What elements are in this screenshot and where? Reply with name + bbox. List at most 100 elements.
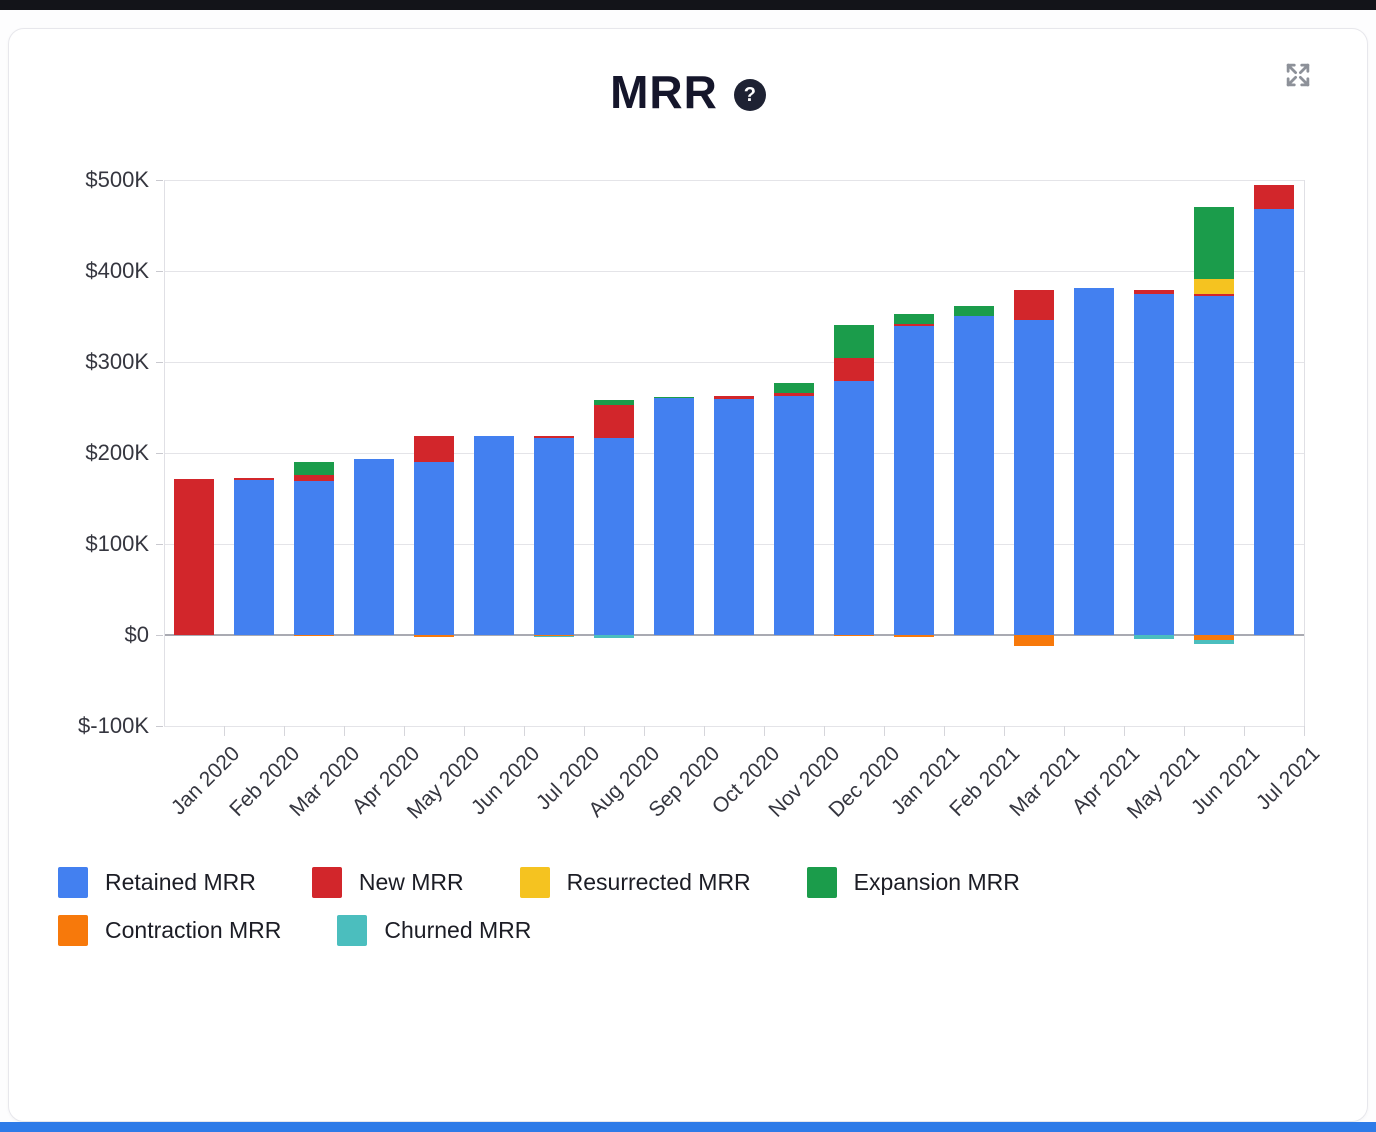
legend-item-new-mrr[interactable]: New MRR [311, 867, 464, 898]
bar-segment[interactable] [834, 324, 874, 359]
bar-segment[interactable] [1014, 320, 1054, 635]
bar-segment[interactable] [294, 481, 334, 635]
bar-segment[interactable] [1014, 635, 1054, 646]
bar-segment[interactable] [234, 480, 274, 635]
bar-segment[interactable] [294, 635, 334, 636]
legend-label: Resurrected MRR [566, 869, 751, 895]
gridline [164, 362, 1304, 363]
bar-segment[interactable] [534, 438, 574, 635]
bar-segment[interactable] [594, 437, 634, 635]
y-axis-line [164, 180, 165, 726]
bar-segment[interactable] [774, 395, 814, 635]
zero-baseline [164, 634, 1304, 636]
y-axis-tick-label: $400K [85, 258, 149, 283]
bar-segment[interactable] [534, 635, 574, 636]
bar-segment[interactable] [1194, 296, 1234, 635]
gridline [164, 271, 1304, 272]
x-axis-tick-mark [284, 726, 285, 736]
y-axis-tick-label: $100K [85, 531, 149, 556]
legend-swatch [58, 915, 88, 946]
bar-segment[interactable] [834, 635, 874, 636]
bar-segment[interactable] [1194, 293, 1234, 297]
bar-segment[interactable] [714, 399, 754, 635]
bar-segment[interactable] [474, 435, 514, 635]
plot-right-border [1304, 180, 1305, 726]
bar-segment[interactable] [594, 400, 634, 405]
bar-segment[interactable] [354, 459, 394, 635]
x-axis-tick-mark [1124, 726, 1125, 736]
x-axis-tick-mark [1004, 726, 1005, 736]
bar-segment[interactable] [294, 462, 334, 475]
y-axis-tick-label: $300K [85, 349, 149, 374]
x-axis-tick-mark [824, 726, 825, 736]
bar-segment[interactable] [414, 435, 454, 463]
bar-segment[interactable] [1194, 640, 1234, 645]
bar-segment[interactable] [414, 462, 454, 635]
bar-segment[interactable] [234, 478, 274, 481]
y-axis-tick-mark [156, 362, 163, 363]
bar-segment[interactable] [1194, 207, 1234, 280]
bar-segment[interactable] [834, 358, 874, 382]
bar-segment[interactable] [1194, 279, 1234, 294]
x-axis-tick-mark [884, 726, 885, 736]
legend-swatch [58, 867, 88, 898]
bar-segment[interactable] [834, 381, 874, 635]
bar-segment[interactable] [774, 392, 814, 396]
x-axis-tick-mark [1184, 726, 1185, 736]
bar-segment[interactable] [1014, 290, 1054, 321]
legend-item-resurrected-mrr[interactable]: Resurrected MRR [519, 867, 751, 898]
bar-segment[interactable] [1074, 288, 1114, 635]
expand-chart-button[interactable] [1281, 59, 1315, 93]
bar-segment[interactable] [654, 398, 694, 635]
y-axis-tick-mark [156, 180, 163, 181]
mrr-stacked-bar-chart: $500K $400K $300K $200K $100K $0 $-100K Jan 202… [9, 29, 1369, 1123]
legend-label: Expansion MRR [853, 869, 1020, 895]
x-axis-tick-mark [344, 726, 345, 736]
legend-item-retained-mrr[interactable]: Retained MRR [58, 867, 256, 898]
bar-segment[interactable] [1134, 290, 1174, 294]
y-axis-tick-mark [156, 635, 163, 636]
x-axis-tick-mark [704, 726, 705, 736]
x-axis-tick-mark [224, 726, 225, 736]
bar-segment[interactable] [1194, 635, 1234, 641]
bar-segment[interactable] [594, 635, 634, 638]
legend-swatch [337, 915, 368, 946]
bar-segment[interactable] [894, 325, 934, 635]
bar-segment[interactable] [894, 323, 934, 326]
bar-segment[interactable] [1254, 209, 1294, 635]
y-axis-tick-mark [156, 544, 163, 545]
bar-segment[interactable] [1134, 293, 1174, 635]
legend-swatch [519, 867, 550, 898]
bar-segment[interactable] [294, 474, 334, 482]
bar-segment[interactable] [954, 306, 994, 316]
legend-swatch [311, 867, 342, 898]
legend-item-expansion-mrr[interactable]: Expansion MRR [806, 867, 1020, 898]
legend-label: Retained MRR [105, 869, 256, 895]
x-axis-tick-mark [524, 726, 525, 736]
y-axis-tick-label: $200K [85, 440, 149, 465]
legend-item-churned-mrr[interactable]: Churned MRR [337, 915, 531, 946]
bar-segment[interactable] [654, 397, 694, 399]
gridline [164, 180, 1304, 181]
bar-segment[interactable] [954, 315, 994, 635]
bar-segment[interactable] [534, 635, 574, 637]
x-axis-tick-mark [1064, 726, 1065, 736]
y-axis-tick-label: $-100K [78, 713, 149, 738]
expand-arrows-icon [1282, 63, 1314, 94]
y-axis-tick-label: $500K [85, 167, 149, 192]
bar-segment[interactable] [414, 635, 454, 637]
bar-segment[interactable] [174, 479, 214, 635]
bar-segment[interactable] [594, 404, 634, 438]
bar-segment[interactable] [714, 395, 754, 400]
bar-segment[interactable] [894, 635, 934, 637]
legend-item-contraction-mrr[interactable]: Contraction MRR [58, 915, 281, 946]
bar-segment[interactable] [1134, 635, 1174, 639]
bar-segment[interactable] [1254, 184, 1294, 210]
legend-label: New MRR [358, 869, 464, 895]
bar-segment[interactable] [774, 382, 814, 393]
question-mark-icon[interactable]: ? [733, 79, 766, 111]
bar-segment[interactable] [894, 313, 934, 324]
bar-segment[interactable] [534, 435, 574, 439]
legend-label: Contraction MRR [105, 917, 282, 943]
